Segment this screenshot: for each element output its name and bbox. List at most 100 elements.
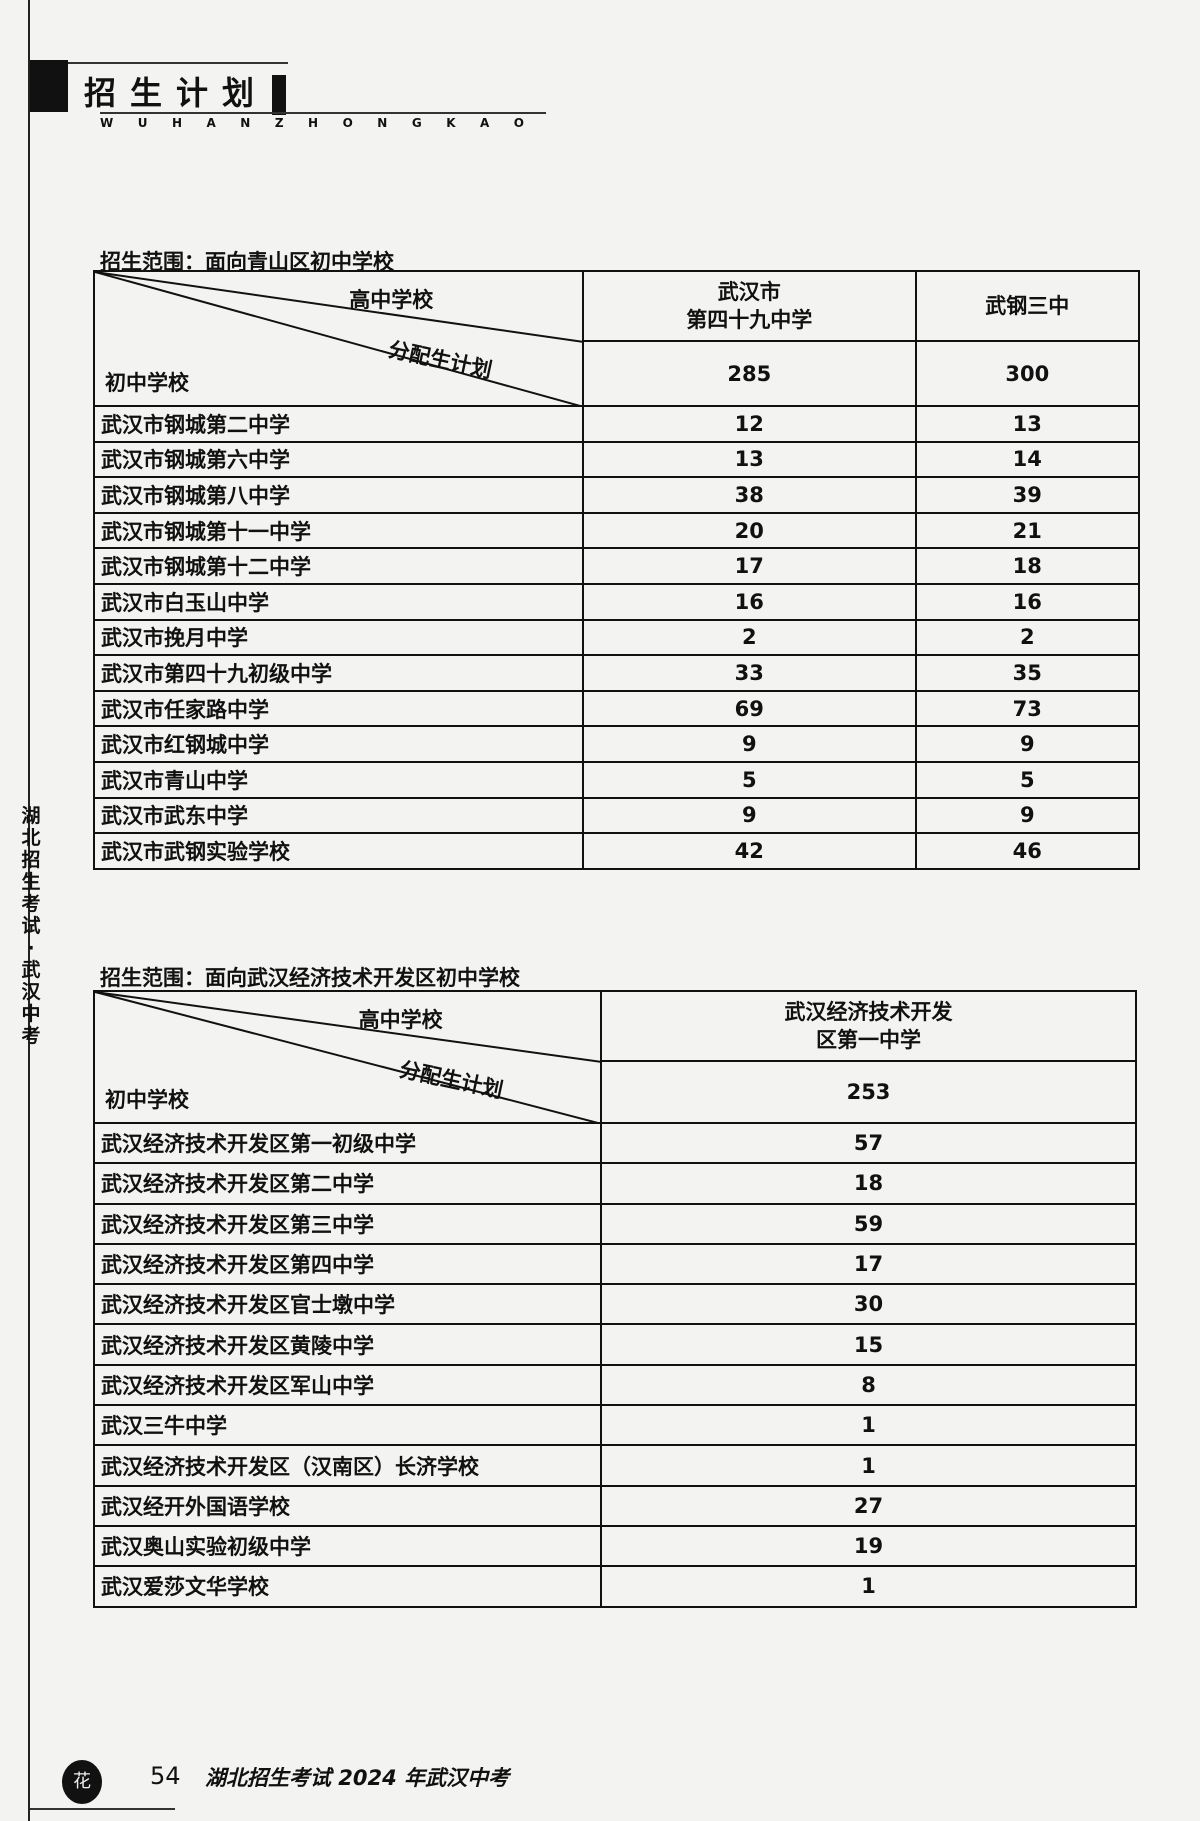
quota-value: 33	[582, 654, 917, 692]
school-name: 武汉市青山中学	[93, 760, 584, 799]
quota-value: 69	[582, 689, 917, 728]
corner-top-label: 高中学校	[349, 288, 434, 312]
spine-line	[28, 0, 30, 1821]
table-row: 武汉经济技术开发区（汉南区）长济学校 1	[93, 1444, 1137, 1487]
quota-value: 17	[600, 1242, 1137, 1286]
quota-value: 1	[600, 1444, 1137, 1487]
quota-value: 42	[582, 832, 917, 870]
table-row: 武汉经济技术开发区第三中学 59	[93, 1202, 1137, 1245]
quota-value: 21	[914, 511, 1141, 550]
quota-value: 16	[582, 582, 917, 621]
table-row: 武汉经济技术开发区官士墩中学 30	[93, 1283, 1137, 1326]
quota-value: 8	[600, 1363, 1137, 1407]
column-header: 武汉市 第四十九中学	[582, 270, 917, 342]
quota-value: 13	[914, 405, 1141, 443]
school-name: 武汉经济技术开发区黄陵中学	[93, 1323, 602, 1366]
quota-value: 12	[582, 405, 917, 443]
page-number: 54	[150, 1762, 181, 1790]
table-row: 武汉爱莎文华学校 1	[93, 1565, 1137, 1608]
column-total: 285	[582, 340, 917, 407]
corner-cell: 高中学校 分配生计划 初中学校	[93, 990, 602, 1124]
school-name: 武汉奥山实验初级中学	[93, 1524, 602, 1568]
table-row: 武汉经济技术开发区黄陵中学 15	[93, 1323, 1137, 1366]
school-name: 武汉市红钢城中学	[93, 725, 584, 763]
quota-value: 27	[600, 1484, 1137, 1527]
corner-bottom-label: 初中学校	[105, 371, 189, 395]
quota-value: 19	[600, 1524, 1137, 1568]
quota-value: 18	[914, 547, 1141, 585]
table-row: 武汉市红钢城中学 9 9	[93, 725, 1141, 763]
school-name: 武汉市钢城第八中学	[93, 476, 584, 514]
school-name: 武汉市钢城第十一中学	[93, 511, 584, 550]
table-row: 武汉经济技术开发区军山中学 8	[93, 1363, 1137, 1407]
table-row: 武汉经开外国语学校 27	[93, 1484, 1137, 1527]
corner-top-label: 高中学校	[358, 1008, 443, 1032]
quota-value: 46	[914, 832, 1141, 870]
table-row: 武汉市武东中学 9 9	[93, 796, 1141, 835]
column-header: 武汉经济技术开发 区第一中学	[600, 990, 1137, 1062]
table-row: 武汉市武钢实验学校 42 46	[93, 832, 1141, 870]
table-row: 武汉经济技术开发区第一初级中学 57	[93, 1121, 1137, 1165]
footer-rule	[30, 1808, 175, 1810]
corner-cell: 高中学校 分配生计划 初中学校	[93, 270, 584, 407]
school-name: 武汉三牛中学	[93, 1404, 602, 1447]
table-row: 武汉市白玉山中学 16 16	[93, 582, 1141, 621]
table-row: 武汉市钢城第十二中学 17 18	[93, 547, 1141, 585]
quota-value: 57	[600, 1121, 1137, 1165]
table-row: 武汉奥山实验初级中学 19	[93, 1524, 1137, 1568]
section-subtitle: WUHANZHONGKAO	[100, 116, 549, 130]
quota-value: 13	[582, 440, 917, 479]
quota-value: 35	[914, 654, 1141, 692]
quota-value: 9	[914, 796, 1141, 835]
table2: 高中学校 分配生计划 初中学校 武汉经济技术开发 区第一中学 253 武汉经济技术开发区第…	[93, 990, 1137, 1608]
table1: 高中学校 分配生计划 初中学校 武汉市 第四十九中学 武钢三中 285 300 武汉市钢城第二…	[93, 270, 1141, 870]
quota-value: 18	[600, 1162, 1137, 1205]
diagonal-lines	[95, 272, 584, 407]
quota-value: 17	[582, 547, 917, 585]
table-row: 武汉经济技术开发区第二中学 18	[93, 1162, 1137, 1205]
table-row: 武汉市钢城第八中学 38 39	[93, 476, 1141, 514]
table-row: 武汉市钢城第六中学 13 14	[93, 440, 1141, 479]
quota-value: 15	[600, 1323, 1137, 1366]
header-rule	[68, 62, 288, 64]
table-row: 武汉市挽月中学 2 2	[93, 618, 1141, 657]
school-name: 武汉市武东中学	[93, 796, 584, 835]
quota-value: 73	[914, 689, 1141, 728]
school-name: 武汉经济技术开发区第二中学	[93, 1162, 602, 1205]
quota-value: 9	[582, 725, 917, 763]
school-name: 武汉经济技术开发区第四中学	[93, 1242, 602, 1286]
header-block	[30, 60, 68, 112]
footer-logo: 花	[62, 1760, 102, 1804]
quota-value: 9	[582, 796, 917, 835]
table-row: 武汉市钢城第十一中学 20 21	[93, 511, 1141, 550]
column-total: 253	[600, 1060, 1137, 1124]
quota-value: 14	[914, 440, 1141, 479]
header-rule	[100, 112, 546, 114]
quota-value: 59	[600, 1202, 1137, 1245]
quota-value: 5	[914, 760, 1141, 799]
corner-bottom-label: 初中学校	[105, 1088, 189, 1112]
quota-value: 1	[600, 1404, 1137, 1447]
school-name: 武汉经济技术开发区官士墩中学	[93, 1283, 602, 1326]
school-name: 武汉市钢城第六中学	[93, 440, 584, 479]
school-name: 武汉市第四十九初级中学	[93, 654, 584, 692]
diagonal-lines	[95, 992, 602, 1124]
school-name: 武汉市任家路中学	[93, 689, 584, 728]
quota-value: 2	[582, 618, 917, 657]
school-name: 武汉市武钢实验学校	[93, 832, 584, 870]
table2-caption: 招生范围：面向武汉经济技术开发区初中学校	[100, 966, 520, 990]
quota-value: 30	[600, 1283, 1137, 1326]
school-name: 武汉市钢城第二中学	[93, 405, 584, 443]
school-name: 武汉经济技术开发区军山中学	[93, 1363, 602, 1407]
school-name: 武汉市挽月中学	[93, 618, 584, 657]
quota-value: 20	[582, 511, 917, 550]
school-name: 武汉经济技术开发区第一初级中学	[93, 1121, 602, 1165]
column-header: 武钢三中	[914, 270, 1141, 342]
table-row: 武汉市第四十九初级中学 33 35	[93, 654, 1141, 692]
quota-value: 9	[914, 725, 1141, 763]
section-title: 招生计划	[84, 74, 269, 112]
school-name: 武汉经济技术开发区第三中学	[93, 1202, 602, 1245]
school-name: 武汉经开外国语学校	[93, 1484, 602, 1527]
table-row: 武汉经济技术开发区第四中学 17	[93, 1242, 1137, 1286]
quota-value: 16	[914, 582, 1141, 621]
